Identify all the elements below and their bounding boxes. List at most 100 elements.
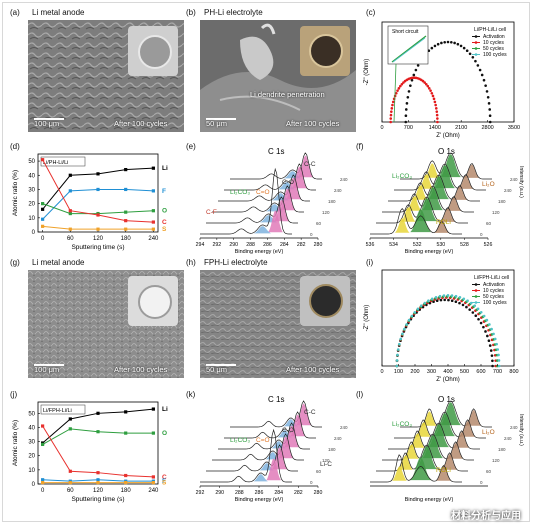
data-point-O bbox=[68, 211, 72, 216]
after-cycles-b: After 100 cycles bbox=[286, 119, 340, 128]
sem-image-a: 100 μm After 100 cycles bbox=[28, 20, 184, 132]
inset-title: Short circuit bbox=[392, 29, 419, 35]
x-axis-label: Binding energy (eV) bbox=[405, 249, 454, 254]
nyquist-point-0 bbox=[428, 301, 432, 305]
nyquist-point-3 bbox=[413, 310, 417, 314]
spectrum-trace bbox=[206, 444, 298, 472]
data-point-C bbox=[41, 158, 45, 162]
y-tick-label: 50 bbox=[28, 411, 35, 417]
peak-fill bbox=[448, 443, 463, 459]
data-point-Li bbox=[151, 407, 155, 411]
panel-g-title: Li metal anode bbox=[32, 258, 85, 267]
panel-d-label: (d) bbox=[10, 142, 20, 151]
nyquist-point-3 bbox=[438, 294, 442, 298]
nyquist-point-3 bbox=[493, 337, 497, 341]
data-point-C bbox=[124, 219, 128, 223]
spectrum-trace bbox=[200, 428, 292, 483]
x-tick-label: 282 bbox=[294, 490, 303, 496]
data-point-S bbox=[41, 480, 45, 485]
peak-fill bbox=[464, 164, 480, 178]
y-axis-label: Atomic ratio (%) bbox=[12, 420, 19, 466]
panel-b-title: PH-Li electrolyte bbox=[204, 8, 263, 17]
nyquist-point-3 bbox=[430, 297, 434, 301]
spectrum-title: C 1s bbox=[268, 147, 284, 156]
y-tick-label: 20 bbox=[28, 454, 35, 460]
nyquist-point-1 bbox=[436, 117, 439, 120]
peak-fill bbox=[278, 436, 293, 459]
nyquist-point-0 bbox=[462, 46, 466, 50]
x-tick-label: 290 bbox=[229, 242, 238, 248]
x-tick-label: 532 bbox=[413, 242, 422, 248]
data-point-F bbox=[96, 187, 100, 192]
panel-j-label: (j) bbox=[10, 390, 18, 399]
nyquist-point-3 bbox=[423, 301, 427, 305]
nyquist-point-0 bbox=[491, 359, 494, 363]
nyquist-point-0 bbox=[468, 52, 472, 56]
peak-fill bbox=[298, 155, 313, 178]
nyquist-point-0 bbox=[416, 64, 420, 67]
x-tick-label: 60 bbox=[67, 236, 74, 242]
depth-label: 0 bbox=[480, 480, 483, 485]
nyquist-point-3 bbox=[476, 307, 480, 311]
data-point-F bbox=[124, 187, 128, 192]
peak-fill bbox=[452, 186, 468, 200]
panel-l-label: (l) bbox=[356, 390, 364, 399]
x-tick-label: 180 bbox=[121, 488, 132, 494]
nyquist-point-3 bbox=[446, 294, 450, 297]
spectrum-trace bbox=[212, 433, 304, 461]
nyquist-point-0 bbox=[406, 95, 410, 99]
peak-fill bbox=[274, 199, 289, 222]
peak-fill bbox=[422, 411, 437, 426]
inset-connector bbox=[393, 63, 397, 123]
data-point-S bbox=[151, 227, 155, 231]
x-tick-label: 292 bbox=[196, 490, 205, 496]
nyquist-point-0 bbox=[407, 90, 411, 93]
nyquist-point-0 bbox=[485, 90, 489, 93]
nyquist-point-1 bbox=[390, 107, 394, 110]
peak-fill bbox=[398, 455, 413, 470]
nyquist-point-3 bbox=[403, 327, 406, 331]
x-axis-label: Z' (Ohm) bbox=[436, 377, 459, 383]
data-point-Li bbox=[68, 173, 72, 177]
nyquist-point-0 bbox=[488, 344, 492, 347]
x-axis-label: Z' (Ohm) bbox=[436, 133, 459, 139]
depth-label: 240 bbox=[504, 436, 512, 441]
nyquist-point-0 bbox=[484, 330, 487, 333]
depth-label: 180 bbox=[328, 199, 336, 204]
peak-fill bbox=[286, 177, 301, 200]
scalebar-g bbox=[34, 364, 64, 366]
nyquist-point-0 bbox=[482, 325, 485, 329]
nyquist-point-0 bbox=[488, 108, 492, 111]
x-tick-label: 284 bbox=[274, 490, 283, 496]
x-tick-label: 530 bbox=[436, 242, 445, 248]
xps-o1s-l: O 1s Binding energy (eV) 240 240 180 120 60 0 Li… bbox=[370, 395, 524, 502]
nyquist-point-3 bbox=[497, 359, 501, 362]
watermark: 材料分析与应用 bbox=[451, 511, 521, 522]
atomic-ratio-plot-d: Li/PH-Li/Li 0 60 120 180 240 0 10 20 30 40 50 Sputte… bbox=[12, 153, 168, 251]
data-point-O bbox=[41, 442, 45, 447]
nyquist-point-1 bbox=[434, 103, 437, 107]
inset-frame bbox=[387, 25, 429, 65]
scalebar-h bbox=[206, 364, 236, 366]
depth-label: 240 bbox=[334, 188, 342, 193]
legend-label: 100 cycles bbox=[483, 300, 507, 306]
spectrum-trace bbox=[376, 196, 468, 224]
nyquist-point-0 bbox=[482, 78, 486, 82]
data-point-C bbox=[41, 424, 45, 428]
peak-fill bbox=[454, 432, 469, 448]
depth-label: 120 bbox=[492, 458, 500, 463]
x-tick-label: 3500 bbox=[508, 125, 520, 131]
data-point-C bbox=[68, 209, 72, 213]
data-point-F bbox=[68, 189, 72, 193]
inset-line-50 bbox=[391, 35, 427, 63]
nyquist-point-0 bbox=[405, 102, 409, 105]
peak-fill bbox=[268, 210, 283, 233]
nyquist-point-3 bbox=[479, 310, 483, 314]
peak-fill bbox=[296, 403, 311, 426]
legend-marker bbox=[474, 289, 478, 292]
depth-label: 240 bbox=[340, 177, 348, 182]
sem-image-h: 50 μm After 100 cycles bbox=[200, 270, 356, 378]
peak-annotation: ROLi bbox=[436, 467, 451, 474]
nyquist-point-3 bbox=[454, 294, 458, 298]
series-label-S: S bbox=[162, 226, 167, 233]
